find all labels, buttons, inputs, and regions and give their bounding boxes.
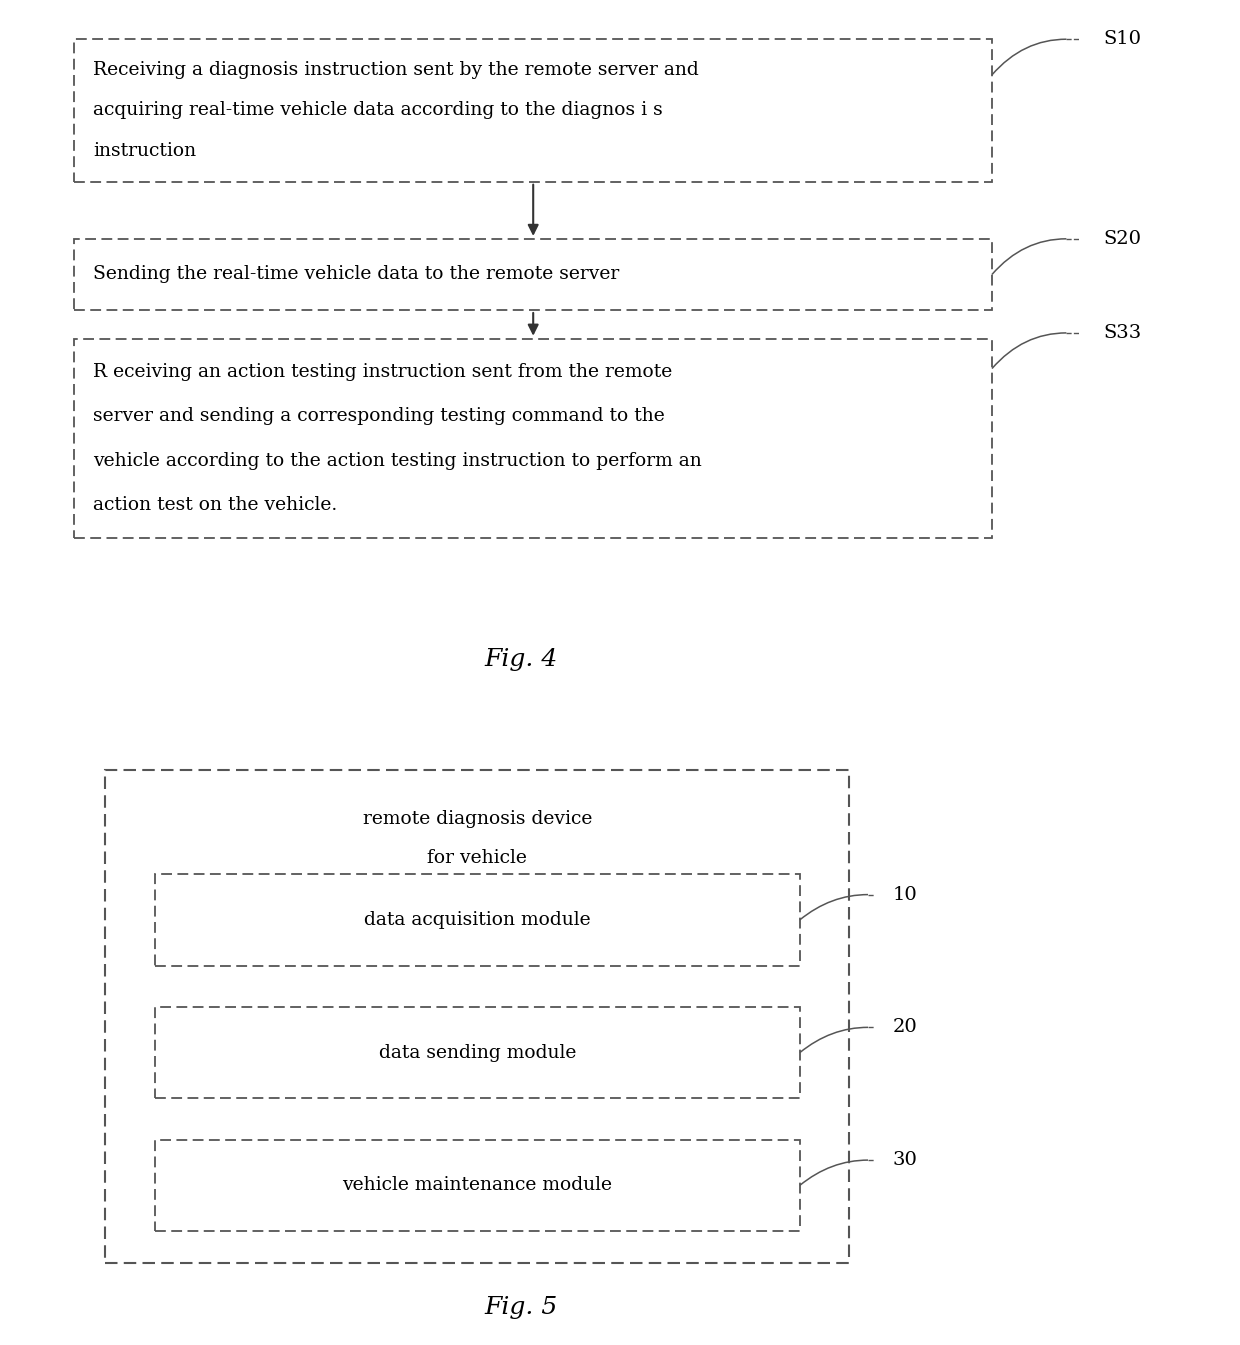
Text: vehicle according to the action testing instruction to perform an: vehicle according to the action testing … [93, 452, 702, 469]
Text: data sending module: data sending module [378, 1044, 577, 1061]
Text: Fig. 5: Fig. 5 [484, 1295, 558, 1318]
Text: S20: S20 [1104, 230, 1142, 247]
Bar [105, 769, 849, 1263]
Text: instruction: instruction [93, 143, 196, 160]
Text: for vehicle: for vehicle [428, 850, 527, 868]
Text: S10: S10 [1104, 30, 1142, 48]
Text: Fig. 4: Fig. 4 [484, 648, 558, 671]
Bar [74, 339, 992, 538]
Text: data acquisition module: data acquisition module [365, 911, 590, 929]
Text: remote diagnosis device: remote diagnosis device [363, 810, 591, 829]
Bar [155, 1007, 800, 1099]
Bar [74, 239, 992, 311]
Text: action test on the vehicle.: action test on the vehicle. [93, 496, 337, 514]
Text: 10: 10 [893, 885, 918, 904]
Bar [155, 1139, 800, 1231]
Text: R eceiving an action testing instruction sent from the remote: R eceiving an action testing instruction… [93, 363, 672, 381]
Text: 20: 20 [893, 1018, 918, 1037]
Text: acquiring real-time vehicle data according to the diagnos i s: acquiring real-time vehicle data accordi… [93, 101, 662, 120]
Bar [74, 39, 992, 182]
Text: Receiving a diagnosis instruction sent by the remote server and: Receiving a diagnosis instruction sent b… [93, 61, 699, 79]
Text: S33: S33 [1104, 324, 1142, 342]
Text: 30: 30 [893, 1151, 918, 1169]
Bar [155, 874, 800, 966]
Text: Sending the real-time vehicle data to the remote server: Sending the real-time vehicle data to th… [93, 265, 619, 284]
Text: server and sending a corresponding testing command to the: server and sending a corresponding testi… [93, 408, 665, 425]
Text: vehicle maintenance module: vehicle maintenance module [342, 1177, 613, 1194]
